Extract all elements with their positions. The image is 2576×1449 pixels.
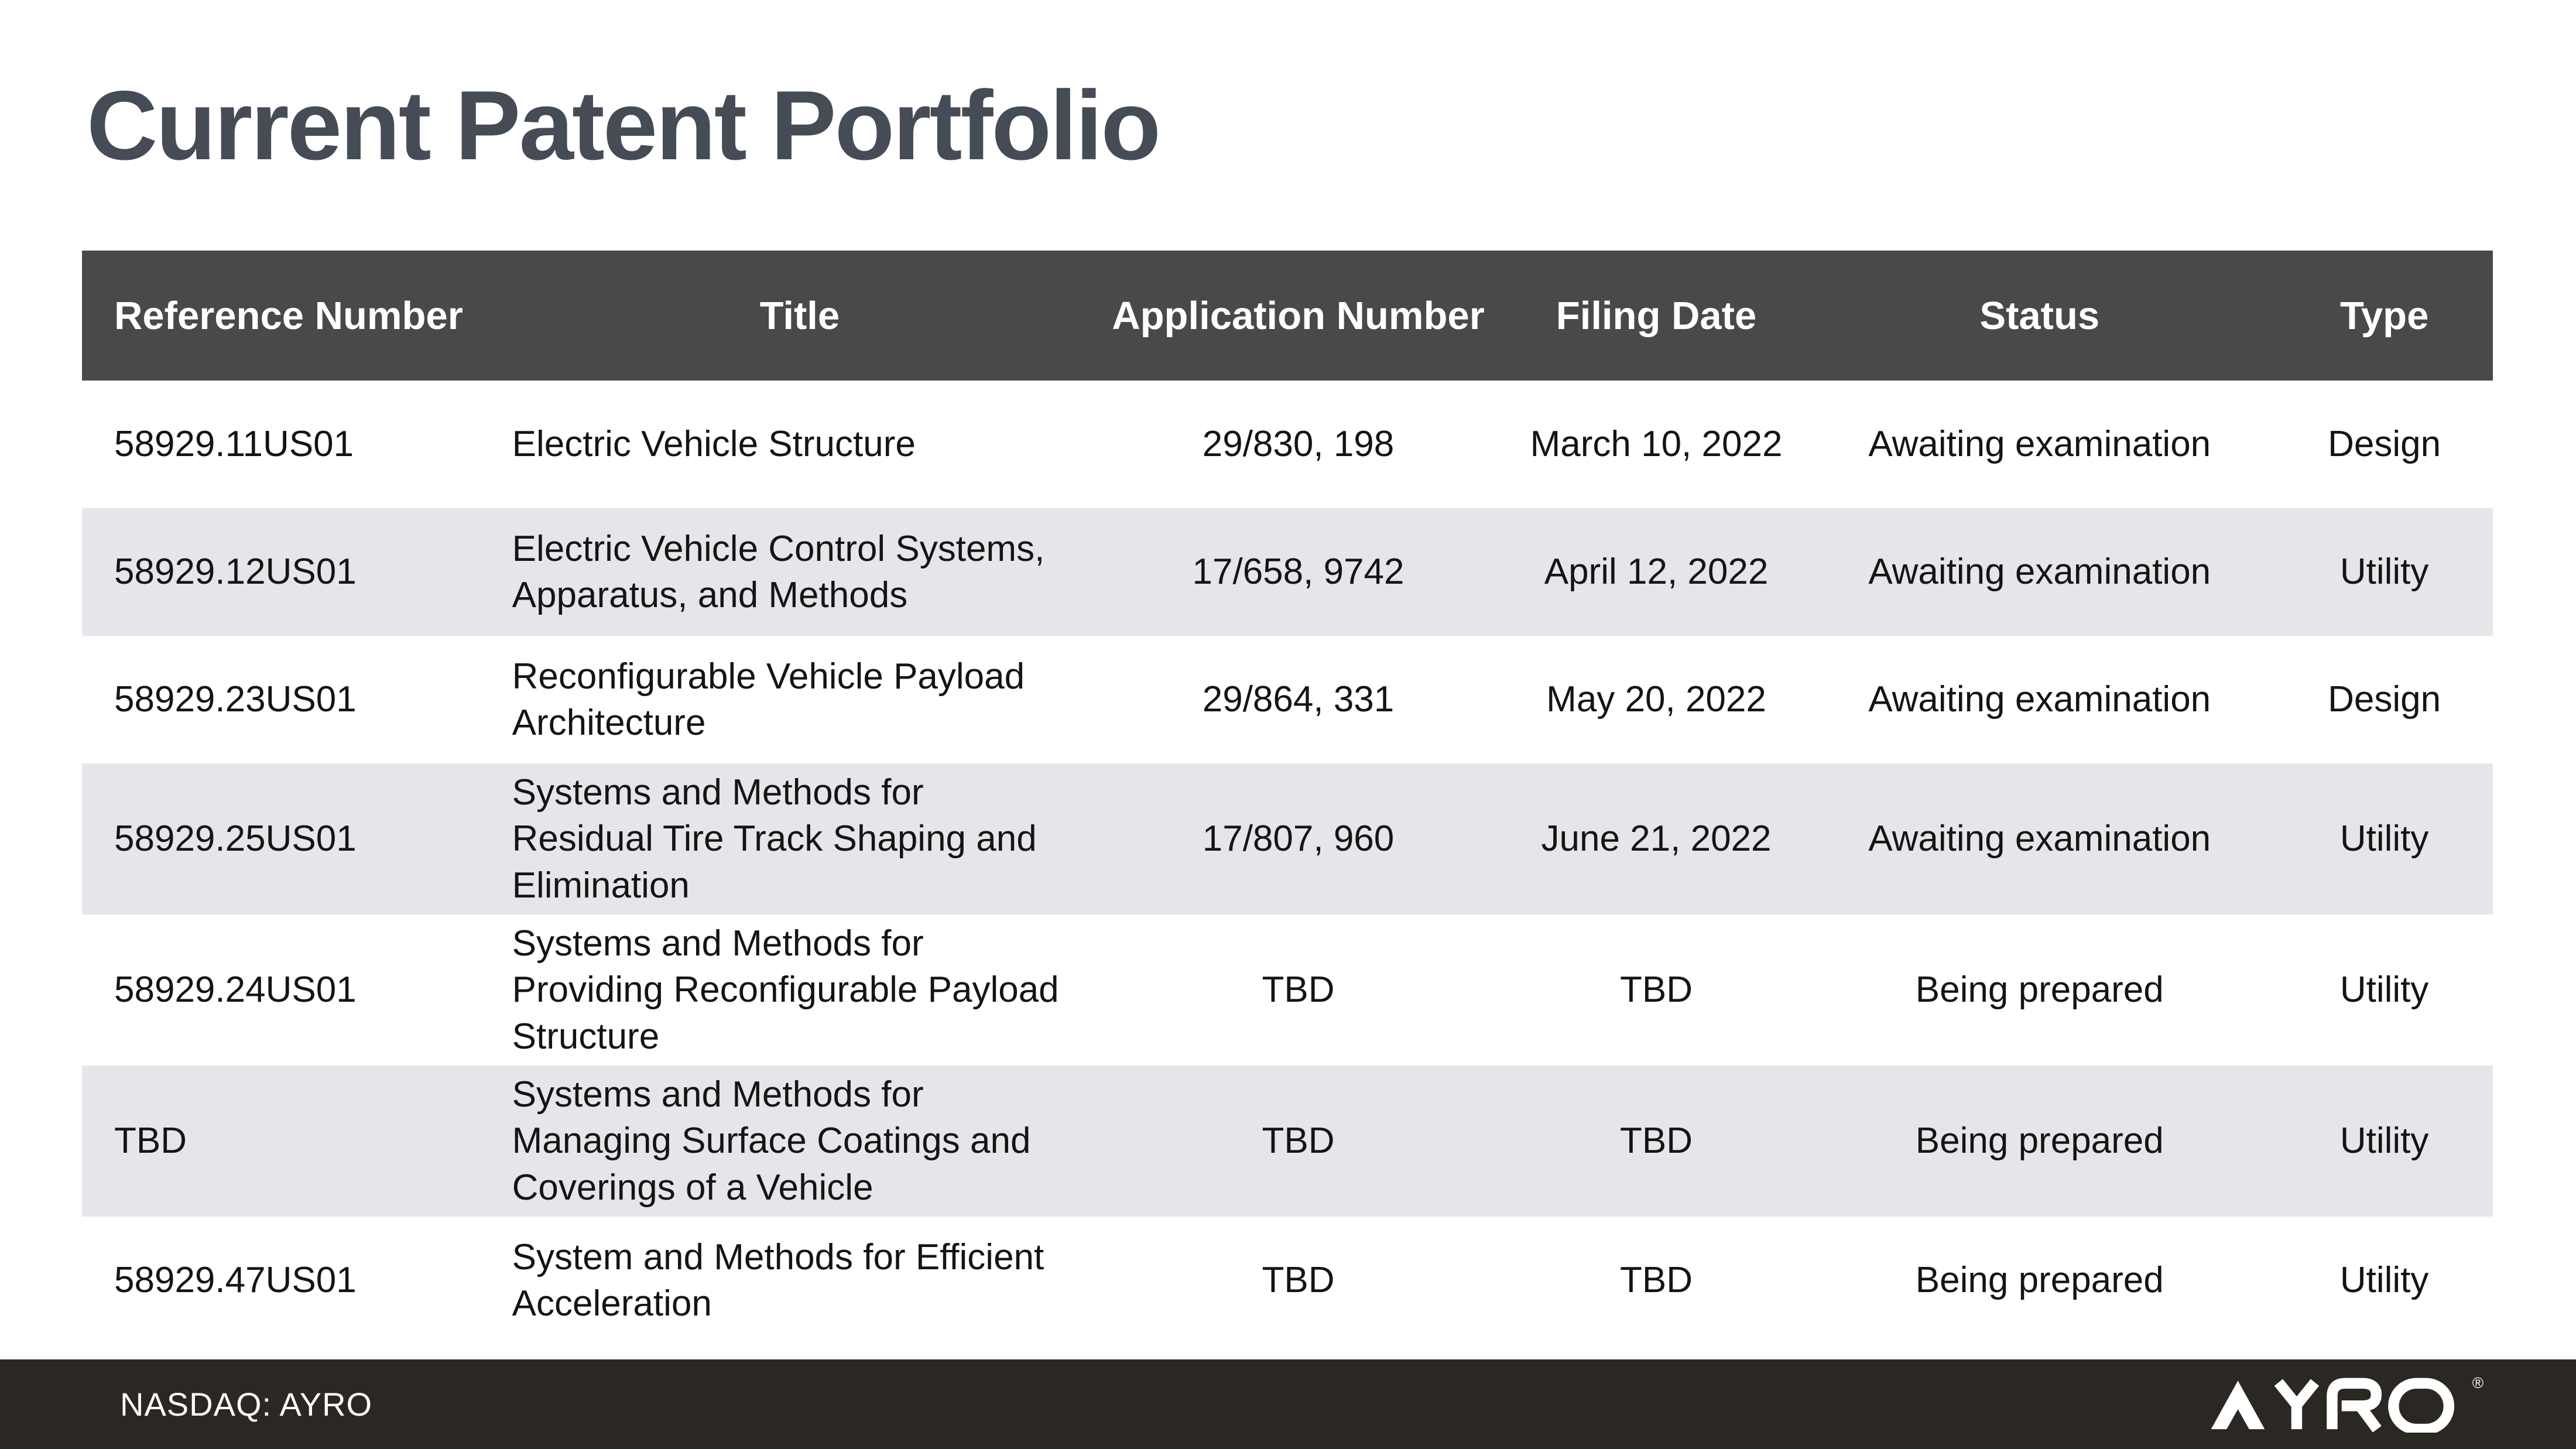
cell-reference: 58929.11US01 (114, 424, 354, 465)
cell-title: Electric Vehicle Control Systems, Appara… (512, 528, 1045, 615)
cell-status: Being prepared (1915, 970, 2164, 1010)
ayro-logo: ® (2194, 1373, 2483, 1433)
cell-application-number: 29/830, 198 (1202, 424, 1395, 465)
cell-filing-date: TBD (1620, 1260, 1693, 1301)
table-header-row: Reference Number Title Application Numbe… (82, 251, 2493, 381)
cell-reference: 58929.25US01 (114, 818, 357, 859)
header-cell-type: Type (2339, 293, 2429, 338)
cell-filing-date: May 20, 2022 (1546, 679, 1766, 720)
page-title: Current Patent Portfolio (87, 70, 1161, 180)
cell-filing-date: June 21, 2022 (1541, 818, 1772, 859)
cell-reference: 58929.47US01 (114, 1260, 357, 1301)
cell-title: Systems and Methods for Managing Surface… (512, 1074, 1031, 1208)
cell-type: Utility (2339, 1121, 2429, 1162)
cell-reference: TBD (114, 1121, 187, 1162)
cell-application-number: 17/658, 9742 (1192, 551, 1405, 592)
cell-type: Utility (2339, 1260, 2429, 1301)
cell-reference: 58929.24US01 (114, 970, 357, 1010)
header-cell-application-number: Application Number (1112, 293, 1485, 338)
cell-status: Being prepared (1915, 1121, 2164, 1162)
cell-reference: 58929.23US01 (114, 679, 357, 720)
cell-reference: 58929.12US01 (114, 551, 357, 592)
header-cell-reference-number: Reference Number (114, 293, 463, 338)
table-row: 58929.47US01 System and Methods for Effi… (82, 1217, 2493, 1344)
cell-title: Electric Vehicle Structure (512, 424, 916, 465)
footer-bar: NASDAQ: AYRO ® (0, 1359, 2576, 1449)
cell-title: Systems and Methods for Providing Reconf… (512, 923, 1059, 1057)
cell-application-number: TBD (1262, 1121, 1335, 1162)
cell-application-number: 17/807, 960 (1202, 818, 1395, 859)
cell-application-number: TBD (1262, 970, 1335, 1010)
table-row: TBD Systems and Methods for Managing Sur… (82, 1066, 2493, 1217)
cell-title: System and Methods for Efficient Acceler… (512, 1236, 1044, 1324)
cell-status: Awaiting examination (1868, 424, 2211, 465)
patent-table: Reference Number Title Application Numbe… (82, 251, 2493, 1344)
cell-filing-date: TBD (1620, 1121, 1693, 1162)
cell-filing-date: April 12, 2022 (1544, 551, 1769, 592)
cell-type: Design (2328, 679, 2441, 720)
registered-mark: ® (2472, 1373, 2483, 1392)
header-cell-filing-date: Filing Date (1556, 293, 1757, 338)
cell-application-number: TBD (1262, 1260, 1335, 1301)
cell-title: Systems and Methods for Residual Tire Tr… (512, 772, 1037, 906)
table-row: 58929.11US01 Electric Vehicle Structure … (82, 381, 2493, 508)
cell-type: Utility (2339, 551, 2429, 592)
nasdaq-ticker: NASDAQ: AYRO (120, 1386, 373, 1423)
cell-title: Reconfigurable Vehicle Payload Architect… (512, 656, 1025, 743)
cell-filing-date: March 10, 2022 (1530, 424, 1783, 465)
cell-application-number: 29/864, 331 (1202, 679, 1395, 720)
cell-type: Utility (2339, 818, 2429, 859)
table-row: 58929.23US01 Reconfigurable Vehicle Payl… (82, 636, 2493, 763)
header-cell-title: Title (759, 293, 840, 338)
table-body: 58929.11US01 Electric Vehicle Structure … (82, 381, 2493, 1344)
cell-status: Awaiting examination (1868, 818, 2211, 859)
cell-filing-date: TBD (1620, 970, 1693, 1010)
cell-type: Utility (2339, 970, 2429, 1010)
table-row: 58929.12US01 Electric Vehicle Control Sy… (82, 508, 2493, 636)
cell-type: Design (2328, 424, 2441, 465)
table-row: 58929.25US01 Systems and Methods for Res… (82, 763, 2493, 914)
cell-status: Awaiting examination (1868, 551, 2211, 592)
cell-status: Awaiting examination (1868, 679, 2211, 720)
cell-status: Being prepared (1915, 1260, 2164, 1301)
ayro-logo-icon (2211, 1378, 2454, 1433)
table-row: 58929.24US01 Systems and Methods for Pro… (82, 914, 2493, 1066)
header-cell-status: Status (1979, 293, 2100, 338)
